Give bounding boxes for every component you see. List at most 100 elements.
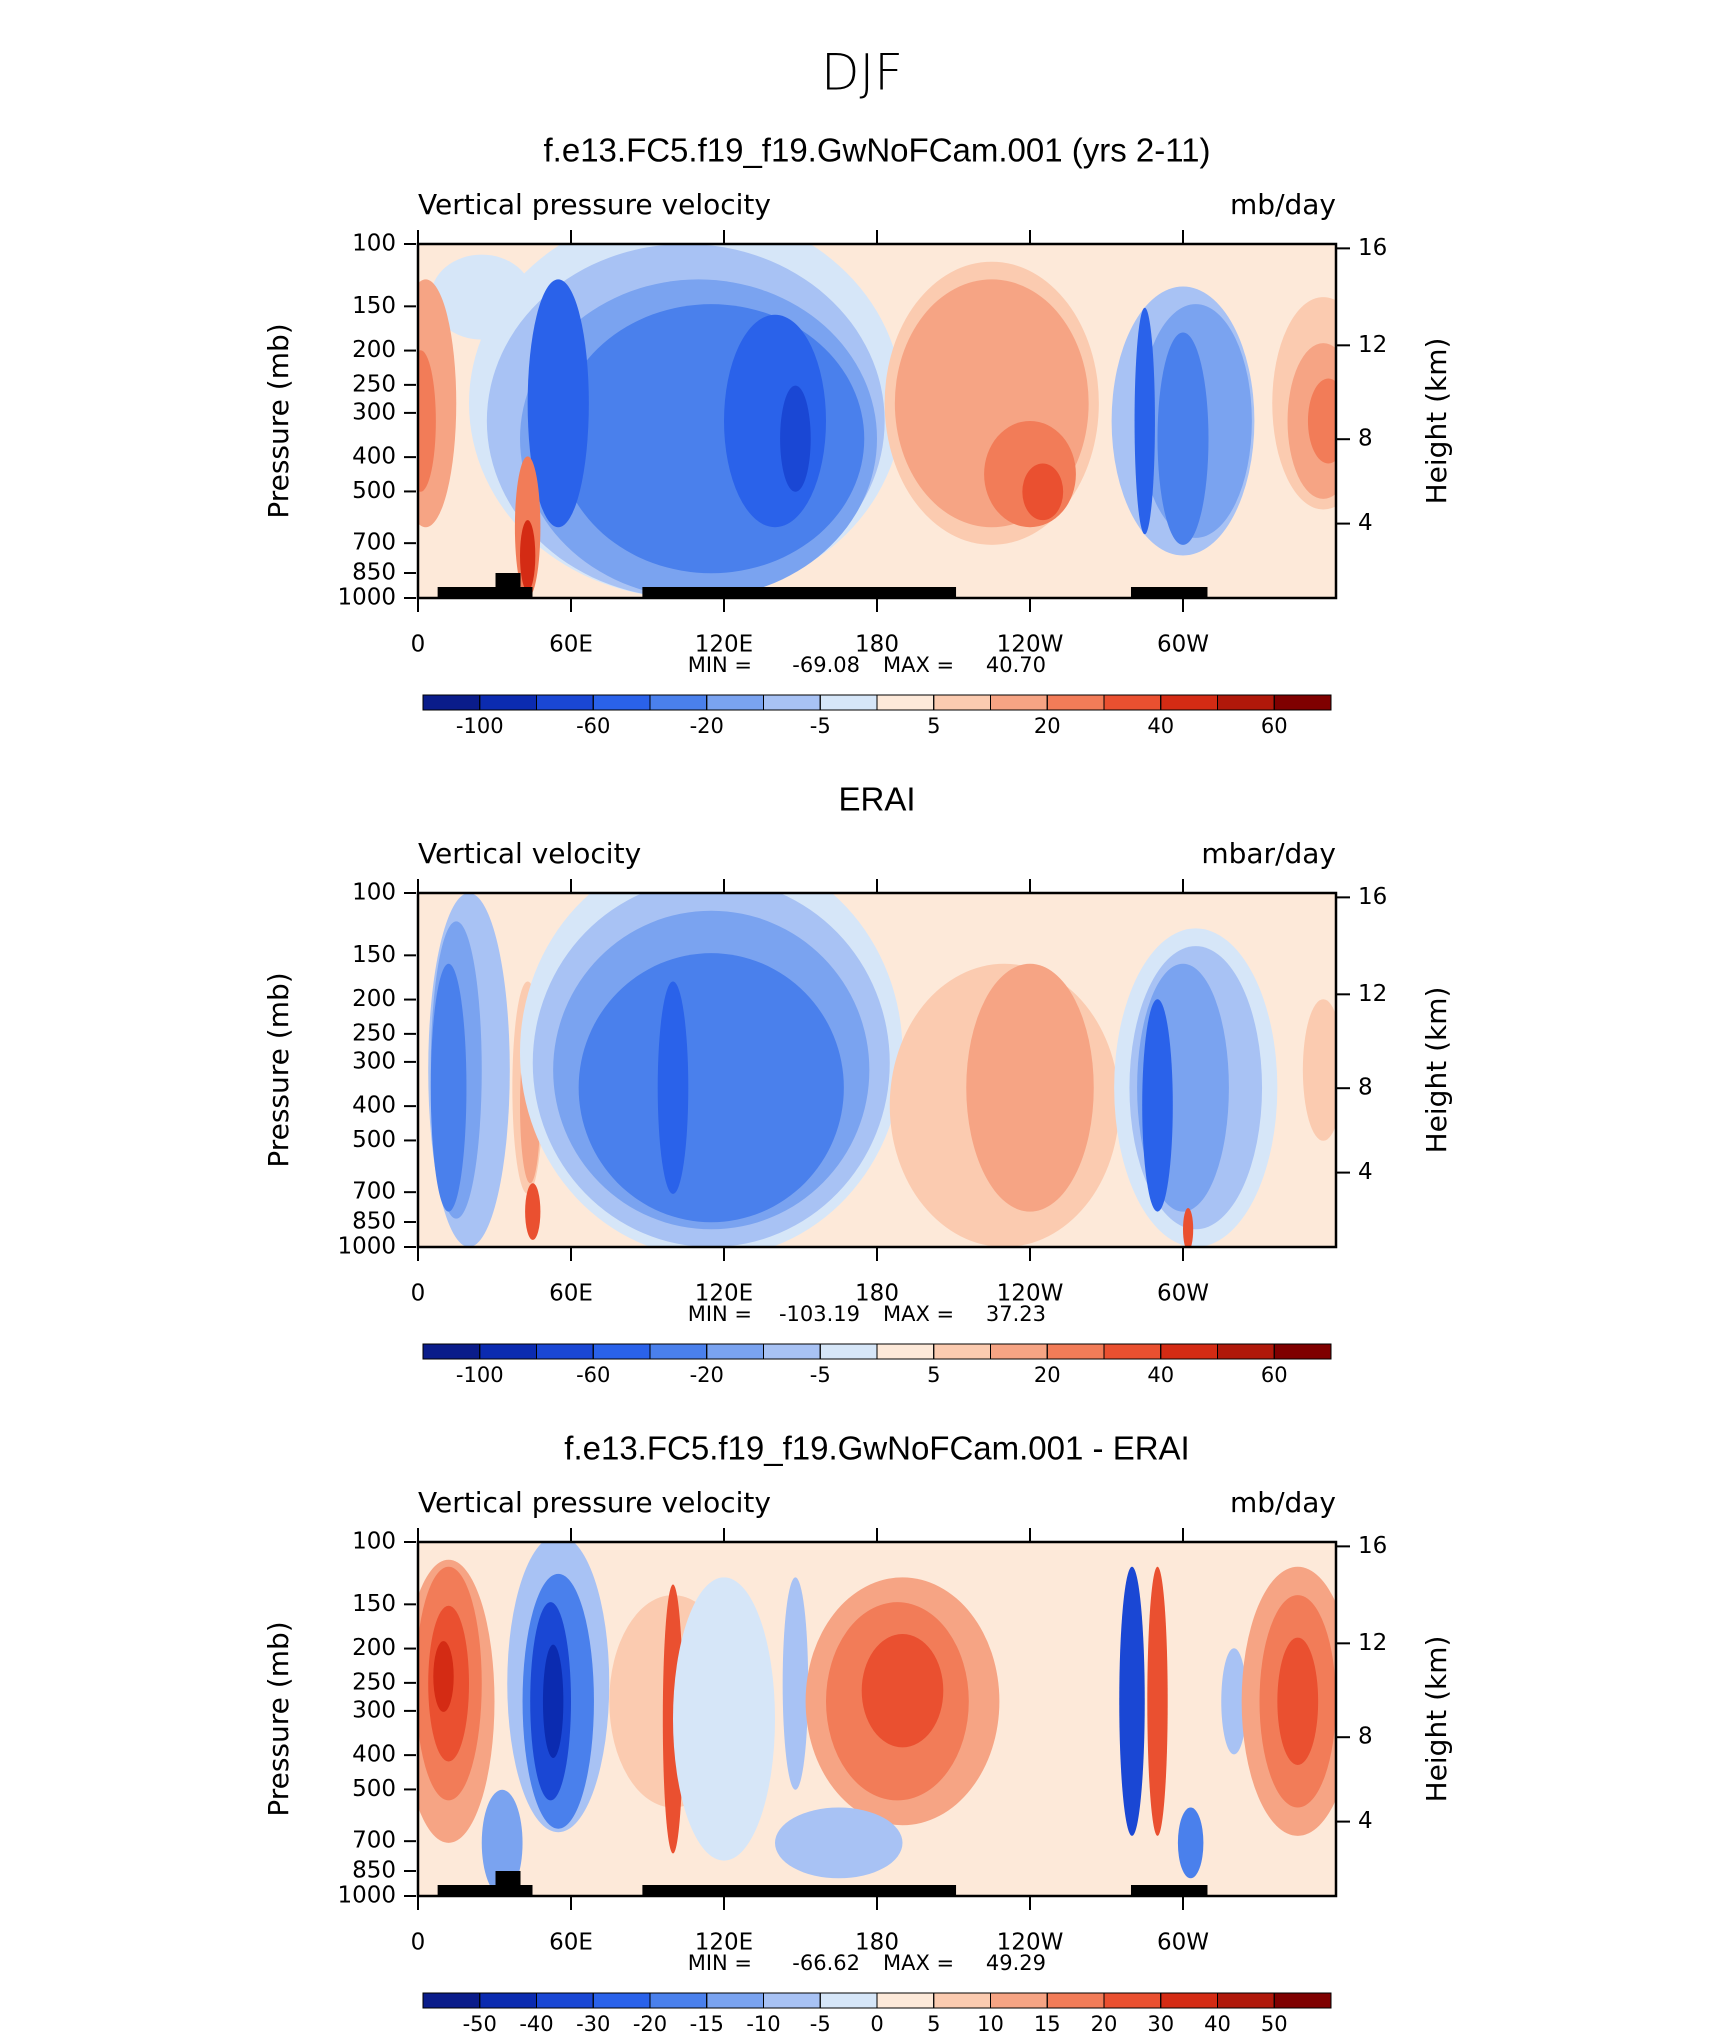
colorbar-box (1103, 1992, 1162, 2009)
colorbar-label: 40 (1147, 1363, 1174, 1387)
field (418, 893, 1336, 1247)
y2-axis-label: Height (km) (1420, 1636, 1453, 1803)
colorbar-label: 20 (1091, 2012, 1118, 2036)
colorbar-box (592, 694, 651, 711)
min-label: MIN = (688, 1951, 752, 1975)
panel-title: f.e13.FC5.f19_f19.GwNoFCam.001 (yrs 2-11… (544, 132, 1211, 169)
min-value: -66.62 (792, 1951, 860, 1975)
colorbar-label: 0 (870, 2012, 883, 2036)
contour-region (724, 314, 826, 528)
contour-region (525, 1183, 541, 1240)
y2-tick-label: 4 (1358, 1159, 1373, 1185)
contour-region (418, 350, 436, 492)
colorbar-box (819, 694, 878, 711)
y-tick-label: 250 (352, 371, 396, 397)
contour-region (861, 1634, 944, 1748)
y2-tick-label: 12 (1358, 1630, 1387, 1656)
contour-region (520, 520, 536, 591)
colorbar-box (479, 1992, 537, 2009)
y-tick-label: 1000 (337, 1234, 396, 1260)
field (418, 1542, 1336, 1896)
y2-tick-label: 12 (1358, 981, 1387, 1007)
max-label: MAX = (883, 653, 954, 677)
colorbar-label: -60 (576, 714, 610, 738)
colorbar-label: 5 (927, 714, 940, 738)
y-tick-label: 300 (352, 1048, 396, 1074)
colorbar-label: -60 (576, 1363, 610, 1387)
colorbar-box (1273, 694, 1332, 711)
colorbar-box (1160, 1343, 1218, 1360)
colorbar-box (990, 1992, 1048, 2009)
colorbar-box (819, 1992, 878, 2009)
x-tick-label: 120W (997, 1930, 1064, 1956)
colorbar-label: 60 (1261, 1363, 1288, 1387)
land (642, 587, 957, 598)
y-tick-label: 200 (352, 337, 396, 363)
y-tick-label: 400 (352, 1742, 396, 1768)
x-tick-label: 120E (695, 632, 753, 658)
y-tick-label: 500 (352, 478, 396, 504)
contour-region (1157, 332, 1209, 545)
y-axis-label: Pressure (mb) (262, 1621, 295, 1816)
min-label: MIN = (688, 1302, 752, 1326)
panel-title: ERAI (838, 781, 915, 818)
colorbar-label: 20 (1034, 1363, 1061, 1387)
y-tick-label: 250 (352, 1669, 396, 1695)
y2-tick-label: 16 (1358, 884, 1387, 910)
colorbar-label: 15 (1034, 2012, 1061, 2036)
y-tick-label: 200 (352, 1635, 396, 1661)
panel-title: f.e13.FC5.f19_f19.GwNoFCam.001 - ERAI (564, 1430, 1189, 1467)
y-axis-label: Pressure (mb) (262, 972, 295, 1167)
y-tick-label: 100 (352, 231, 396, 257)
y2-tick-label: 8 (1358, 426, 1373, 452)
contour-region (1022, 463, 1064, 521)
colorbar-box (422, 1343, 481, 1360)
colorbar-label: 5 (927, 2012, 940, 2036)
contour-region (1183, 1208, 1194, 1247)
x-tick-label: 0 (411, 1281, 426, 1307)
contour-region (433, 1641, 454, 1712)
colorbar-box (933, 1343, 991, 1360)
subtitle-right: mb/day (1230, 188, 1336, 221)
x-tick-label: 180 (855, 1281, 899, 1307)
colorbar-box (536, 1343, 594, 1360)
colorbar-label: 40 (1147, 714, 1174, 738)
min-value: -69.08 (792, 653, 860, 677)
y-tick-label: 500 (352, 1127, 396, 1153)
y-tick-label: 150 (352, 1591, 396, 1617)
colorbar-label: -15 (690, 2012, 724, 2036)
colorbar-label: -5 (810, 2012, 831, 2036)
colorbar-box (1103, 1343, 1162, 1360)
x-tick-label: 60W (1157, 1281, 1209, 1307)
contour-region (673, 1577, 775, 1861)
min-label: MIN = (688, 653, 752, 677)
colorbar-box (706, 694, 764, 711)
land (437, 1885, 533, 1896)
colorbar-box (990, 694, 1048, 711)
colorbar-box (1273, 1992, 1332, 2009)
colorbar-box (649, 1343, 708, 1360)
colorbar-box (1160, 694, 1218, 711)
contour-region (527, 279, 589, 528)
colorbar-box (1046, 1992, 1105, 2009)
colorbar-box (876, 1992, 935, 2009)
contour-region (1142, 999, 1173, 1212)
land (642, 1885, 957, 1896)
contour-region (780, 385, 811, 492)
y2-tick-label: 16 (1358, 1533, 1387, 1559)
contour-region (1134, 307, 1155, 535)
subtitle-right: mbar/day (1201, 837, 1336, 870)
y-tick-label: 150 (352, 293, 396, 319)
max-value: 40.70 (986, 653, 1046, 677)
contour-region (578, 953, 844, 1223)
contour-region (1277, 1637, 1319, 1766)
y-tick-label: 1000 (337, 585, 396, 611)
colorbar-box (876, 694, 935, 711)
contour-region (1147, 1566, 1168, 1836)
colorbar-box (1217, 1343, 1275, 1360)
colorbar-label: -5 (810, 714, 831, 738)
subtitle-right: mb/day (1230, 1486, 1336, 1519)
y-tick-label: 1000 (337, 1883, 396, 1909)
y-tick-label: 850 (352, 1209, 396, 1235)
